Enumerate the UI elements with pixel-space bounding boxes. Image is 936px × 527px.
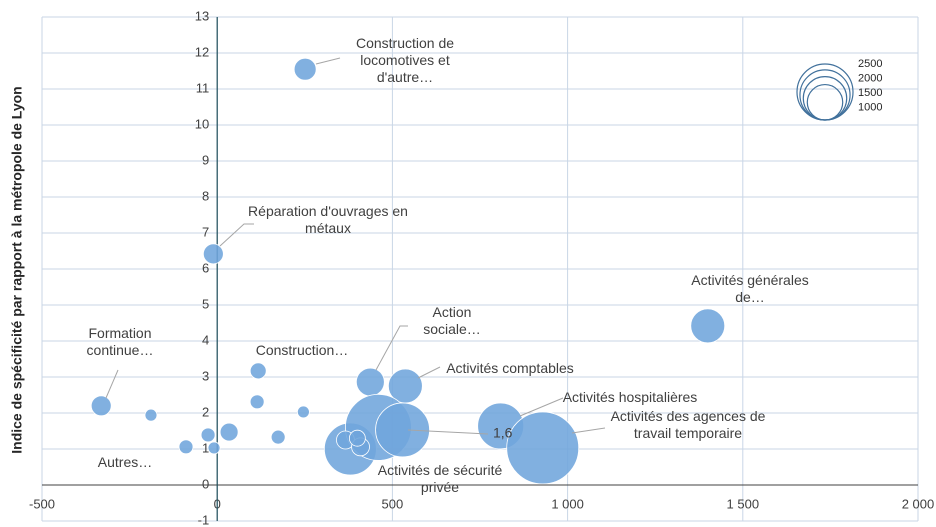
leader-line [315, 57, 341, 65]
data-label: Activités hospitalières [562, 389, 698, 405]
data-label: Construction… [255, 342, 349, 358]
x-tick-label: 1 000 [551, 496, 584, 511]
data-label: Formation continue… [86, 325, 154, 358]
y-tick-label: 2 [202, 404, 209, 419]
size-legend-label: 1500 [858, 87, 882, 99]
leader-line [219, 223, 254, 247]
data-label: Autres… [97, 454, 153, 470]
bubble [200, 427, 216, 443]
data-label: Activités générales de… [691, 272, 809, 305]
y-tick-label: 13 [195, 8, 209, 23]
leader-line [519, 397, 564, 417]
bubble [207, 441, 221, 455]
size-legend-circle [796, 63, 854, 121]
leader-line [407, 429, 489, 435]
size-legend-circle [806, 83, 844, 121]
y-axis-title: Indice de spécificité par rapport à la m… [9, 86, 25, 453]
bubble [375, 402, 430, 458]
y-tick-label: 10 [195, 116, 209, 131]
y-tick-label: -1 [198, 512, 210, 527]
data-label: Construction de locomotives et d'autre… [355, 35, 455, 85]
y-tick-label: 9 [202, 152, 209, 167]
bubble [219, 422, 239, 442]
data-label: Réparation d'ouvrages en métaux [248, 203, 408, 236]
leader-line [417, 366, 441, 379]
bubble [202, 243, 224, 265]
y-tick-label: 7 [202, 224, 209, 239]
data-label: Activités comptables [446, 360, 574, 376]
y-tick-label: 5 [202, 296, 209, 311]
bubble [178, 439, 194, 455]
bubble [249, 394, 265, 410]
bubble [144, 408, 158, 422]
size-legend-label: 2500 [858, 58, 882, 70]
y-tick-label: 6 [202, 260, 209, 275]
value-label: 1,6 [493, 425, 513, 441]
bubble [293, 57, 317, 81]
size-legend-circle [802, 76, 848, 121]
bubble [90, 395, 112, 417]
x-tick-label: 500 [382, 496, 404, 511]
bubble [355, 367, 385, 397]
leader-line [375, 325, 408, 371]
data-label: Activités des agences de travail tempora… [610, 408, 766, 441]
y-tick-label: 8 [202, 188, 209, 203]
y-tick-label: 4 [202, 332, 209, 347]
bubble [296, 405, 310, 419]
size-legend-label: 2000 [858, 72, 882, 84]
bubble [249, 362, 267, 380]
bubble [348, 429, 366, 447]
y-tick-label: 0 [202, 476, 209, 491]
size-legend-label: 1000 [858, 101, 882, 113]
leader-line [571, 427, 606, 434]
bubble [506, 411, 580, 485]
x-tick-label: 2 000 [902, 496, 935, 511]
data-label: Activités de sécurité privée [377, 462, 503, 495]
leader-line [105, 369, 119, 399]
bubble [270, 429, 286, 445]
bubble [690, 308, 726, 344]
x-tick-label: 1 500 [727, 496, 760, 511]
y-tick-label: 12 [195, 44, 209, 59]
x-tick-label: -500 [29, 496, 55, 511]
data-label: Action sociale… [423, 304, 481, 337]
y-tick-label: 1 [202, 440, 209, 455]
y-tick-label: 3 [202, 368, 209, 383]
y-tick-label: 11 [196, 80, 210, 95]
size-legend-circle [799, 69, 851, 121]
